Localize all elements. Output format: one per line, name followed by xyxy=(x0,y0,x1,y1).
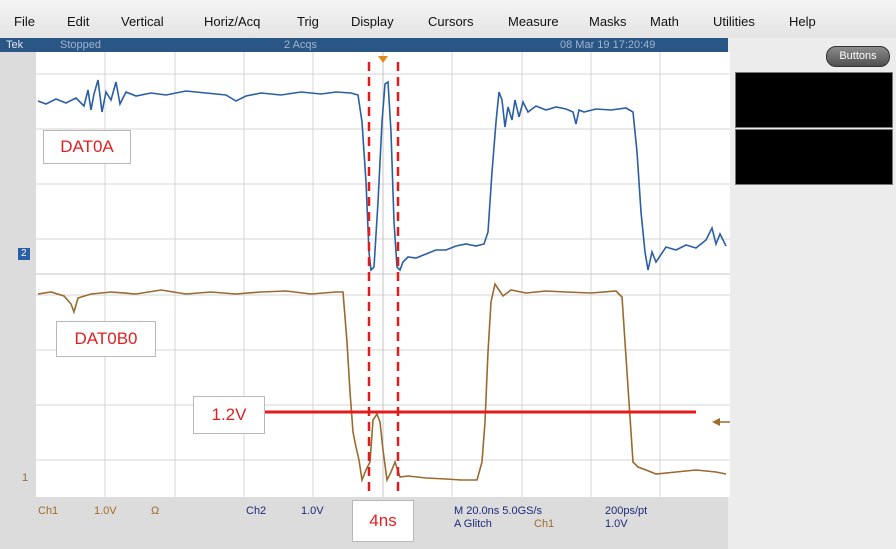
trigger-type-readout[interactable]: A Glitch xyxy=(454,518,492,530)
acquisition-count: 2 Acqs xyxy=(284,39,318,51)
ch2-waveform xyxy=(37,79,727,272)
trigger-position-icon xyxy=(378,56,388,63)
timebase-readout[interactable]: M 20.0ns 5.0GS/s xyxy=(454,505,543,517)
menu-file[interactable]: File xyxy=(14,14,35,29)
menu-utilities[interactable]: Utilities xyxy=(713,14,755,29)
buttons-button[interactable]: Buttons xyxy=(826,46,890,67)
brand-label: Tek xyxy=(6,39,24,51)
menu-vertical[interactable]: Vertical xyxy=(121,14,164,29)
time-delta-label: 4ns xyxy=(352,500,414,542)
menu-masks[interactable]: Masks xyxy=(589,14,627,29)
threshold-label: 1.2V xyxy=(193,396,265,434)
readout-box-2 xyxy=(735,129,893,185)
readout-box-1 xyxy=(735,72,893,128)
ch2-readout-scale[interactable]: 1.0V xyxy=(301,505,324,517)
menu-measure[interactable]: Measure xyxy=(508,14,559,29)
menu-edit[interactable]: Edit xyxy=(67,14,90,29)
ch1-waveform xyxy=(37,281,727,484)
menu-trig[interactable]: Trig xyxy=(297,14,319,29)
menu-help[interactable]: Help xyxy=(789,14,816,29)
menu-display[interactable]: Display xyxy=(351,14,394,29)
ch1-readout-scale[interactable]: 1.0V xyxy=(94,505,117,517)
acquisition-state: Stopped xyxy=(60,39,101,51)
ch2-readout-name[interactable]: Ch2 xyxy=(246,505,267,517)
status-bar: Tek Stopped 2 Acqs 08 Mar 19 17:20:49 xyxy=(0,38,728,52)
waveform-display xyxy=(36,52,730,497)
menu-cursors[interactable]: Cursors xyxy=(428,14,474,29)
ch1-ground-marker[interactable]: 1 xyxy=(22,472,29,484)
ch1-termination-icon: Ω xyxy=(151,505,160,517)
menu-bar: File Edit Vertical Horiz/Acq Trig Displa… xyxy=(0,0,896,39)
trigger-source-readout[interactable]: Ch1 xyxy=(534,518,555,530)
point-rate-readout: 200ps/pt xyxy=(605,505,648,517)
trigger-level-readout[interactable]: 1.0V xyxy=(605,518,628,530)
ch1-readout-name[interactable]: Ch1 xyxy=(38,505,59,517)
menu-math[interactable]: Math xyxy=(650,14,679,29)
trigger-level-icon xyxy=(712,418,720,426)
date-time: 08 Mar 19 17:20:49 xyxy=(560,39,656,51)
ch2-signal-label: DAT0A xyxy=(43,130,131,164)
ch2-ground-marker[interactable]: 2 xyxy=(18,248,30,260)
ch1-signal-label: DAT0B0 xyxy=(56,321,156,357)
menu-horiz-acq[interactable]: Horiz/Acq xyxy=(204,14,261,29)
